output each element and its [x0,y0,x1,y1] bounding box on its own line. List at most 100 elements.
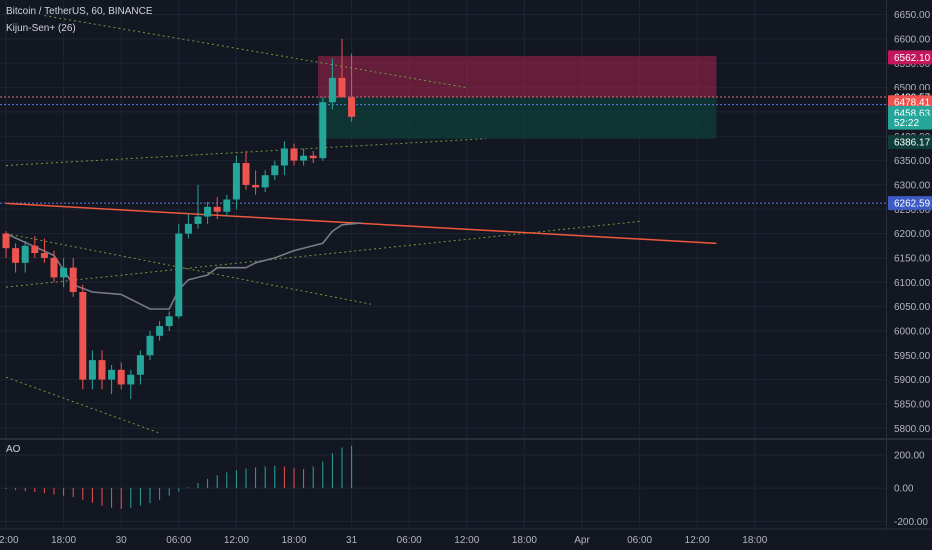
candle [21,240,29,273]
time-tick-label: 30 [116,535,128,546]
price-tag-label: 6386.17 [894,138,931,149]
dotted-trend-line [5,233,371,305]
candle [127,369,135,400]
candle [146,330,154,361]
time-tick-label: 12:00 [454,535,479,546]
time-tick-label: 18:00 [281,535,306,546]
price-tag-label: 6262.59 [894,199,931,210]
price-tag: 6562.10 [888,50,932,65]
candle [271,160,279,181]
kijun-sen-line [5,222,362,310]
dotted-trend-line [5,376,160,434]
candle [328,58,336,110]
price-tag-bg [888,196,932,211]
time-tick-label: 06:00 [166,535,191,546]
candle-body [12,248,20,263]
candle-body [290,148,298,161]
candle [175,223,183,319]
candle [98,350,106,390]
ao-legend[interactable]: AO [6,444,21,455]
candle-body [309,155,317,159]
candle [165,311,173,331]
candle-body [69,267,77,292]
candle [223,194,231,217]
candle [252,170,260,195]
candle [242,150,250,190]
price-tick-label: 5900.00 [894,375,931,386]
price-tag-bg [888,95,932,110]
price-tick-label: 6000.00 [894,326,931,337]
candle [232,155,240,210]
price-tick-label: 5800.00 [894,424,931,435]
indicator-legend[interactable]: Kijun-Sen+ (26) [6,23,76,34]
candle [31,236,39,258]
candle-body [338,77,346,98]
price-tags: 6562.106480.576478.416458.6352:226386.17… [888,50,932,211]
price-tick-label: 6350.00 [894,156,931,167]
price-tag-label: 6458.63 [894,108,931,119]
price-tick-label: 6500.00 [894,83,931,94]
candle-body [79,292,87,380]
price-tag: 6386.17 [888,135,932,150]
candle [300,148,308,166]
candle-body [175,233,183,317]
price-tick-label: 6100.00 [894,278,931,289]
candle-body [108,369,116,380]
candle-body [252,184,260,188]
candle [12,243,20,273]
price-tag-label: 6562.10 [894,53,931,64]
price-tag-bg [888,50,932,65]
time-axis[interactable]: 12:00 18:00 30 06:00 12:00 18:00 31 06:00 12:00 1… [0,535,768,546]
time-tick-label: 12:00 [224,535,249,546]
time-tick-label: 06:00 [397,535,422,546]
candle-body [223,199,231,212]
candle-body [21,245,29,263]
candle-body [31,245,39,254]
ao-tick-label: 0.00 [894,484,914,495]
candle [88,350,96,390]
candle-body [348,97,356,117]
candle [348,53,356,122]
candle-body [194,216,202,224]
price-tag: 6478.41 [888,95,932,110]
candle-body [328,77,336,103]
candle-body [300,155,308,161]
candlestick-series [2,38,356,400]
ao-histogram [5,445,353,509]
time-tick-label: 18:00 [512,535,537,546]
candle-body [60,267,68,278]
candle-body [146,335,154,356]
price-tick-label: 6050.00 [894,302,931,313]
chart-title[interactable]: Bitcoin / TetherUS, 60, BINANCE [6,6,153,17]
price-tag-label: 6478.41 [894,98,931,109]
time-tick-label: 31 [346,535,358,546]
candle [40,238,48,263]
candle-body [271,165,279,176]
candle [184,214,192,239]
time-tick-label: 12:00 [685,535,710,546]
ao-tick-label: 200.00 [894,450,925,461]
candle-body [242,163,250,185]
candle [60,257,68,288]
candle-body [165,316,173,327]
price-tick-label: 6650.00 [894,10,931,21]
candle [290,143,298,166]
price-tick-label: 6150.00 [894,253,931,264]
candle [117,362,125,390]
price-tag: 52:22 [888,115,932,130]
candle [213,197,221,219]
candle-body [2,233,10,249]
candle [136,350,144,385]
price-tick-label: 5950.00 [894,351,931,362]
long-zone [318,97,717,139]
time-tick-label: 12:00 [0,535,19,546]
time-tick-label: 18:00 [51,535,76,546]
candle-body [40,253,48,258]
candle-body [127,374,135,385]
candle [156,321,164,341]
candle [69,257,77,297]
price-tag-label: 52:22 [894,118,919,129]
candle-body [136,355,144,375]
candle-body [319,102,327,159]
